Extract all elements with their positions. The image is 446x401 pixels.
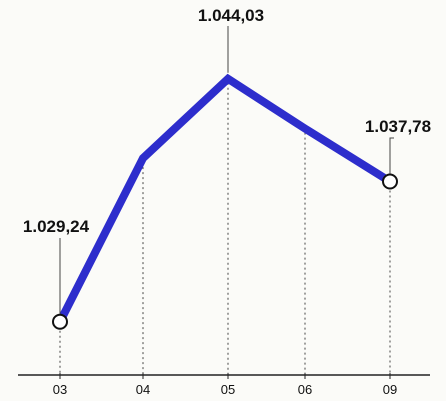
x-tick-label-03: 03 xyxy=(53,382,67,397)
x-tick-label-04: 04 xyxy=(136,382,150,397)
x-tick-label-06: 06 xyxy=(298,382,312,397)
x-tick-label-05: 05 xyxy=(221,382,235,397)
x-tick-label-09: 09 xyxy=(383,382,397,397)
series-line xyxy=(56,73,393,324)
data-label-connector-09 xyxy=(389,137,394,176)
point-marker-09 xyxy=(382,173,398,190)
data-label-09: 1.037,78 xyxy=(365,117,431,136)
point-marker-03 xyxy=(52,313,68,330)
data-label-03: 1.029,24 xyxy=(23,217,90,236)
data-label-05: 1.044,03 xyxy=(198,6,264,25)
